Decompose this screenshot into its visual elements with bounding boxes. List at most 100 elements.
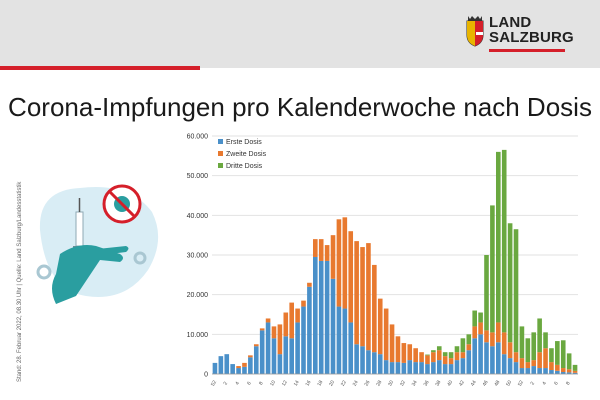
bar-segment xyxy=(472,338,477,374)
x-tick-label: 22 xyxy=(340,379,348,387)
x-tick-label: 8 xyxy=(258,381,265,387)
bar-segment xyxy=(336,306,342,374)
bar-segment xyxy=(436,346,442,351)
bar-segment xyxy=(324,245,330,261)
bar-segment xyxy=(413,348,418,363)
bar-segment xyxy=(448,364,454,374)
bar-segment xyxy=(501,332,507,355)
x-tick-label: 18 xyxy=(316,379,324,387)
legend-swatch xyxy=(218,139,223,144)
bar-segment xyxy=(501,354,507,374)
bar-segment xyxy=(572,372,578,374)
bar-segment xyxy=(572,370,578,373)
bar-segment xyxy=(537,318,542,353)
page-title: Corona-Impfungen pro Kalenderwoche nach … xyxy=(8,92,592,122)
bar-segment xyxy=(366,243,371,351)
bar-segment xyxy=(513,352,519,363)
bar-segment xyxy=(460,338,466,353)
bar-segment xyxy=(283,336,289,374)
bar-segment xyxy=(348,322,354,374)
legend-label: Dritte Dosis xyxy=(226,163,263,170)
bar-segment xyxy=(265,322,271,374)
bar-segment xyxy=(448,358,454,365)
bar-segment xyxy=(389,362,395,374)
bar-segment xyxy=(454,346,460,353)
bar-segment xyxy=(342,308,348,374)
x-tick-label: 10 xyxy=(269,379,277,387)
bar-segment xyxy=(348,231,354,323)
bar-segment xyxy=(366,350,371,374)
bar-segment xyxy=(555,370,560,374)
vaccination-virus-illustration xyxy=(36,184,159,304)
bar-segment xyxy=(490,346,495,374)
bar-segment xyxy=(525,338,531,363)
bar-segment xyxy=(496,151,501,323)
bar-segment xyxy=(265,318,271,323)
x-tick-label: 52 xyxy=(517,379,525,387)
bar-segment xyxy=(431,350,436,353)
bar-segment xyxy=(419,352,424,363)
x-tick-label: 4 xyxy=(541,381,548,387)
bar-segment xyxy=(513,229,519,353)
y-tick-label: 50.000 xyxy=(187,173,209,180)
bar-segment xyxy=(354,344,359,374)
bar-segment xyxy=(389,324,395,363)
x-tick-label: 30 xyxy=(387,379,395,387)
bar-segment xyxy=(484,255,489,331)
legend-swatch xyxy=(218,151,223,156)
bar-segment xyxy=(507,358,513,374)
x-tick-label: 52 xyxy=(210,379,218,387)
x-tick-label: 2 xyxy=(530,381,537,387)
logo-line-2: SALZBURG xyxy=(489,29,574,46)
bar-segment xyxy=(313,239,318,257)
bar-segment xyxy=(560,372,566,374)
bar-segment xyxy=(318,239,324,261)
bar-segment xyxy=(555,364,560,371)
bar-segment xyxy=(224,354,230,374)
bar-segment xyxy=(442,352,448,357)
bar-segment xyxy=(431,362,436,374)
bar-segment xyxy=(271,326,277,339)
bar-segment xyxy=(330,278,336,374)
bar-segment xyxy=(478,312,483,323)
x-tick-label: 16 xyxy=(305,379,313,387)
bar-segment xyxy=(419,362,424,374)
bar-segment xyxy=(218,356,224,374)
bar-segment xyxy=(572,364,578,371)
x-tick-label: 26 xyxy=(364,379,372,387)
legend-label: Zweite Dosis xyxy=(226,151,267,158)
bar-segment xyxy=(525,362,531,369)
bar-segment xyxy=(413,362,418,374)
x-tick-label: 12 xyxy=(281,379,289,387)
x-tick-label: 6 xyxy=(553,381,560,387)
bar-segment xyxy=(230,364,235,374)
y-tick-label: 60.000 xyxy=(187,134,209,141)
bar-segment xyxy=(236,368,241,374)
bar-segment xyxy=(271,338,277,374)
bar-segment xyxy=(484,330,489,343)
bar-segment xyxy=(360,247,365,347)
bar-segment xyxy=(472,326,477,339)
legend-label: Erste Dosis xyxy=(226,139,262,146)
bar-segment xyxy=(324,260,330,374)
bar-segment xyxy=(442,364,448,374)
bar-segment xyxy=(555,341,560,365)
bar-segment xyxy=(377,298,383,355)
bar-segment xyxy=(460,358,466,374)
bar-segment xyxy=(330,235,336,279)
bar-segment xyxy=(253,344,259,347)
bar-segment xyxy=(519,368,525,374)
bar-segment xyxy=(501,149,507,333)
header-bar xyxy=(0,0,600,68)
bar-segment xyxy=(490,205,495,333)
bar-segment xyxy=(277,324,283,355)
bar-segment xyxy=(525,368,531,374)
bar-segment xyxy=(401,343,407,363)
bar-segment xyxy=(236,366,241,369)
bar-segment xyxy=(478,334,483,374)
bar-segment xyxy=(425,355,430,365)
bar-segment xyxy=(507,223,513,343)
bar-segment xyxy=(466,334,472,345)
bar-segment xyxy=(425,354,430,356)
bar-segment xyxy=(342,217,348,309)
